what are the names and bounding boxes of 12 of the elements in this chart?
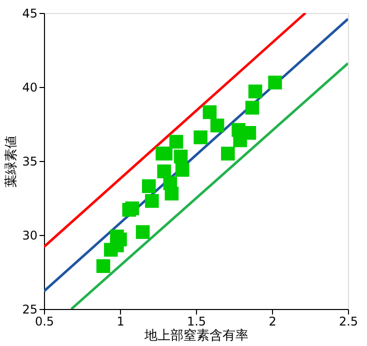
y-tick-label: 35 (22, 154, 38, 168)
y-axis-title: 葉緑素値 (4, 136, 20, 188)
x-axis-title: 地上部窒素含有率 (144, 328, 248, 344)
x-tick-label: 0.5 (34, 314, 54, 328)
x-tick-label: 1 (116, 314, 124, 328)
x-tick-label: 2.5 (338, 314, 358, 328)
y-tick-label: 25 (22, 302, 38, 316)
y-tick-label: 45 (22, 6, 38, 20)
x-tick-label: 2 (268, 314, 276, 328)
y-tick-label: 30 (22, 228, 38, 242)
y-tick-label: 40 (22, 80, 38, 94)
x-tick-label: 1.5 (186, 314, 206, 328)
